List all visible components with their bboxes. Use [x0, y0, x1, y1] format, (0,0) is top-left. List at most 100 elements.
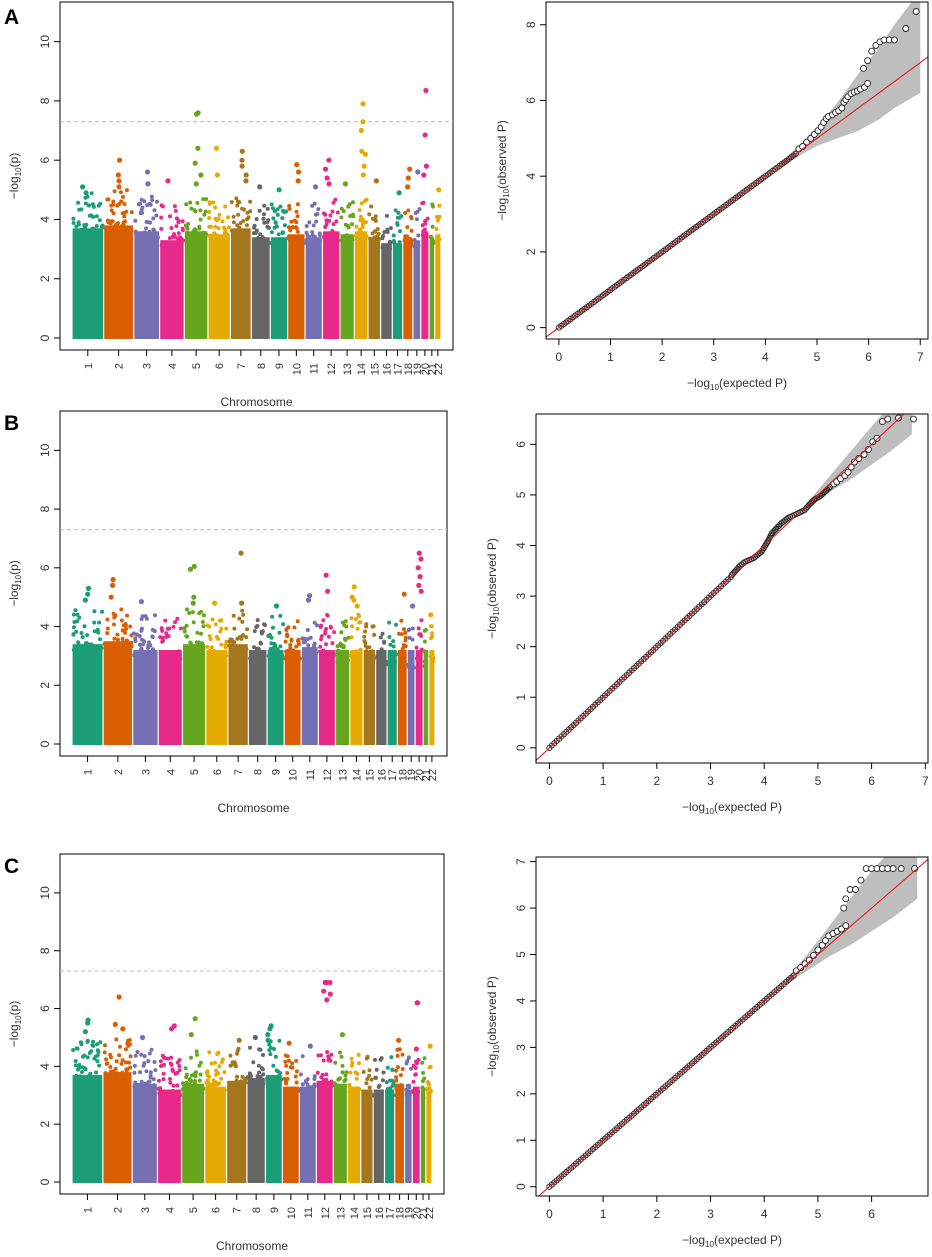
- snp-point: [237, 229, 242, 234]
- snp-point: [120, 1070, 125, 1075]
- snp-point: [230, 647, 235, 652]
- snp-point: [90, 202, 95, 207]
- x-tick-label-chr-20: 20: [414, 769, 426, 781]
- snp-point: [192, 1081, 197, 1086]
- snp-point: [242, 648, 247, 652]
- snp-point: [195, 201, 200, 205]
- snp-point: [111, 611, 116, 616]
- snp-point: [140, 205, 145, 210]
- chromosome-2-points: [102, 577, 134, 745]
- x-tick-label-chr-8: 8: [256, 363, 268, 369]
- snp-point: [172, 204, 177, 209]
- peak-snp-point: [324, 175, 330, 181]
- snp-point: [372, 656, 377, 661]
- snp-point: [279, 1077, 283, 1082]
- snp-point: [343, 619, 348, 624]
- snp-point: [157, 1091, 162, 1096]
- snp-point: [112, 224, 117, 229]
- snp-point: [237, 635, 242, 640]
- x-tick-label: 2: [653, 774, 660, 788]
- snp-point: [235, 1074, 240, 1079]
- snp-point: [189, 206, 194, 211]
- dense-snp-block: [373, 1089, 384, 1183]
- snp-point: [376, 231, 381, 236]
- snp-point: [390, 1067, 395, 1072]
- snp-point: [117, 1053, 122, 1058]
- snp-point: [112, 615, 117, 620]
- snp-point: [175, 1070, 180, 1075]
- peak-snp-point: [423, 87, 429, 94]
- peak-snp-point: [407, 166, 413, 172]
- snp-point: [428, 1064, 433, 1069]
- qq-point: [825, 485, 832, 492]
- snp-point: [367, 1068, 372, 1073]
- snp-point: [83, 201, 88, 206]
- peak-snp-point: [116, 178, 122, 184]
- snp-point: [278, 613, 283, 618]
- snp-point: [108, 643, 113, 648]
- snp-point: [318, 625, 323, 629]
- snp-point: [418, 652, 423, 657]
- snp-point: [248, 199, 253, 204]
- snp-point: [141, 642, 146, 647]
- x-tick-label-chr-1: 1: [83, 769, 95, 775]
- snp-point: [192, 208, 197, 213]
- snp-point: [324, 1077, 329, 1082]
- x-tick-label-chr-7: 7: [233, 769, 245, 775]
- snp-point: [132, 1063, 137, 1068]
- snp-point: [180, 1081, 185, 1086]
- x-tick-label-chr-4: 4: [165, 769, 177, 775]
- qq-point: [860, 451, 868, 458]
- snp-point: [260, 1081, 264, 1086]
- snp-point: [116, 221, 120, 226]
- snp-point: [194, 1049, 199, 1054]
- snp-point: [216, 216, 221, 221]
- x-tick-label-chr-21: 21: [421, 769, 433, 781]
- snp-point: [407, 1085, 412, 1090]
- y-tick-label: 7: [514, 858, 528, 865]
- peak-snp-point: [286, 1040, 292, 1046]
- snp-point: [388, 642, 393, 647]
- snp-point: [298, 1072, 303, 1077]
- snp-point: [339, 215, 344, 220]
- snp-point: [335, 1087, 340, 1092]
- peak-snp-point: [405, 184, 411, 190]
- snp-point: [317, 239, 322, 244]
- chromosome-3-points: [132, 1034, 158, 1183]
- snp-point: [202, 230, 207, 235]
- snp-point: [348, 1070, 353, 1075]
- peak-snp-point: [252, 1034, 258, 1041]
- snp-point: [405, 225, 410, 230]
- snp-point: [428, 654, 433, 658]
- snp-point: [321, 1058, 326, 1063]
- snp-point: [249, 1079, 254, 1084]
- qq-point: [842, 922, 850, 930]
- snp-point: [437, 237, 442, 242]
- snp-point: [180, 219, 185, 224]
- peak-snp-point: [422, 132, 428, 138]
- snp-point: [137, 1086, 142, 1091]
- snp-point: [255, 649, 260, 654]
- snp-point: [109, 208, 114, 213]
- peak-snp-point: [110, 582, 116, 589]
- chromosome-7-points: [227, 550, 250, 745]
- peak-snp-point: [195, 145, 201, 151]
- snp-point: [261, 1053, 265, 1057]
- chromosome-11-points: [300, 593, 320, 745]
- snp-point: [171, 1092, 176, 1097]
- snp-point: [268, 1052, 273, 1057]
- y-tick-label: 8: [38, 947, 52, 954]
- snp-point: [105, 197, 110, 202]
- snp-point: [79, 229, 84, 234]
- snp-point: [393, 659, 397, 664]
- x-tick-label-chr-9: 9: [274, 363, 286, 369]
- x-tick-label-chr-11: 11: [309, 363, 321, 374]
- snp-point: [272, 1047, 276, 1051]
- dense-snp-block: [72, 228, 104, 339]
- snp-point: [109, 1055, 113, 1060]
- snp-point: [152, 1060, 157, 1064]
- peak-snp-point: [82, 597, 88, 603]
- snp-point: [404, 1092, 409, 1097]
- qq-tail-points: [792, 865, 919, 975]
- snp-point: [97, 218, 102, 223]
